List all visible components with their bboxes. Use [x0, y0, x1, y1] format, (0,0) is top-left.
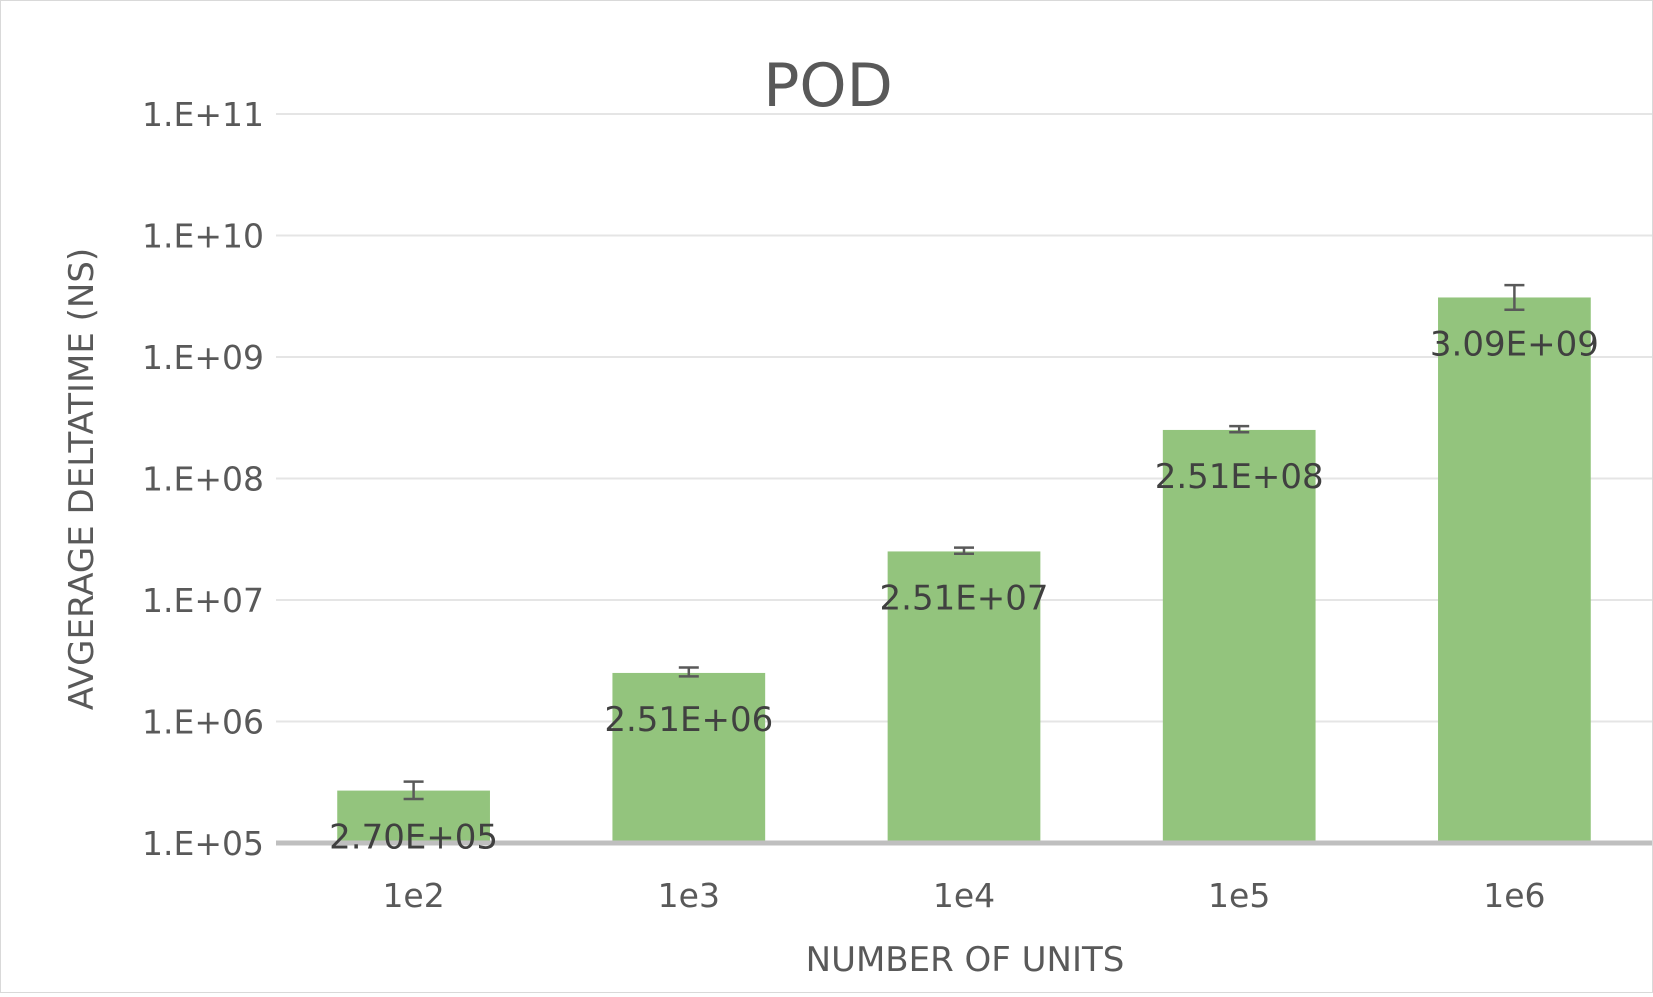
error-bar-1e6 — [1504, 283, 1525, 311]
data-label: 3.09E+09 — [1430, 324, 1599, 364]
bar-1e6 — [1438, 297, 1591, 843]
y-tick-label: 1.E+05 — [142, 824, 264, 863]
y-axis-title: AVGERAGE DELTATIME (NS) — [62, 248, 102, 710]
bar-1e4 — [887, 551, 1041, 843]
error-bar-1e5 — [1229, 424, 1250, 434]
y-tick-label: 1.E+06 — [142, 703, 264, 742]
x-tick-label: 1e2 — [382, 876, 444, 915]
bar-1e5 — [1162, 429, 1316, 843]
y-tick-label: 1.E+09 — [142, 338, 264, 377]
y-tick-label: 1.E+07 — [142, 581, 264, 620]
error-bars — [403, 283, 1525, 801]
error-bar-1e2 — [403, 780, 424, 801]
bar-1e3 — [612, 672, 766, 843]
y-axis-tick-labels: 1.E+05 1.E+06 1.E+07 1.E+08 1.E+09 1.E+10 1.E+… — [142, 95, 264, 863]
x-tick-label: 1e3 — [658, 876, 720, 915]
data-label: 2.51E+08 — [1155, 457, 1324, 497]
x-tick-label: 1e6 — [1483, 876, 1545, 915]
data-label: 2.51E+07 — [880, 578, 1049, 618]
data-labels: 2.70E+05 2.51E+06 2.51E+07 2.51E+08 3.09E+09 — [329, 324, 1599, 857]
gridlines — [276, 113, 1652, 723]
data-label: 2.51E+06 — [604, 700, 773, 740]
chart-title: POD — [763, 51, 893, 121]
x-tick-label: 1e4 — [933, 876, 995, 915]
y-tick-label: 1.E+08 — [142, 460, 264, 499]
x-axis-title: NUMBER OF UNITS — [806, 940, 1125, 980]
x-tick-label: 1e5 — [1208, 876, 1270, 915]
x-axis-tick-labels: 1e2 1e3 1e4 1e5 1e6 — [382, 876, 1545, 915]
data-label: 2.70E+05 — [329, 818, 498, 858]
error-bar-1e4 — [954, 546, 974, 556]
error-bar-1e3 — [678, 666, 699, 678]
y-tick-label: 1.E+11 — [142, 95, 264, 134]
y-tick-label: 1.E+10 — [142, 217, 264, 256]
bars — [337, 297, 1591, 843]
